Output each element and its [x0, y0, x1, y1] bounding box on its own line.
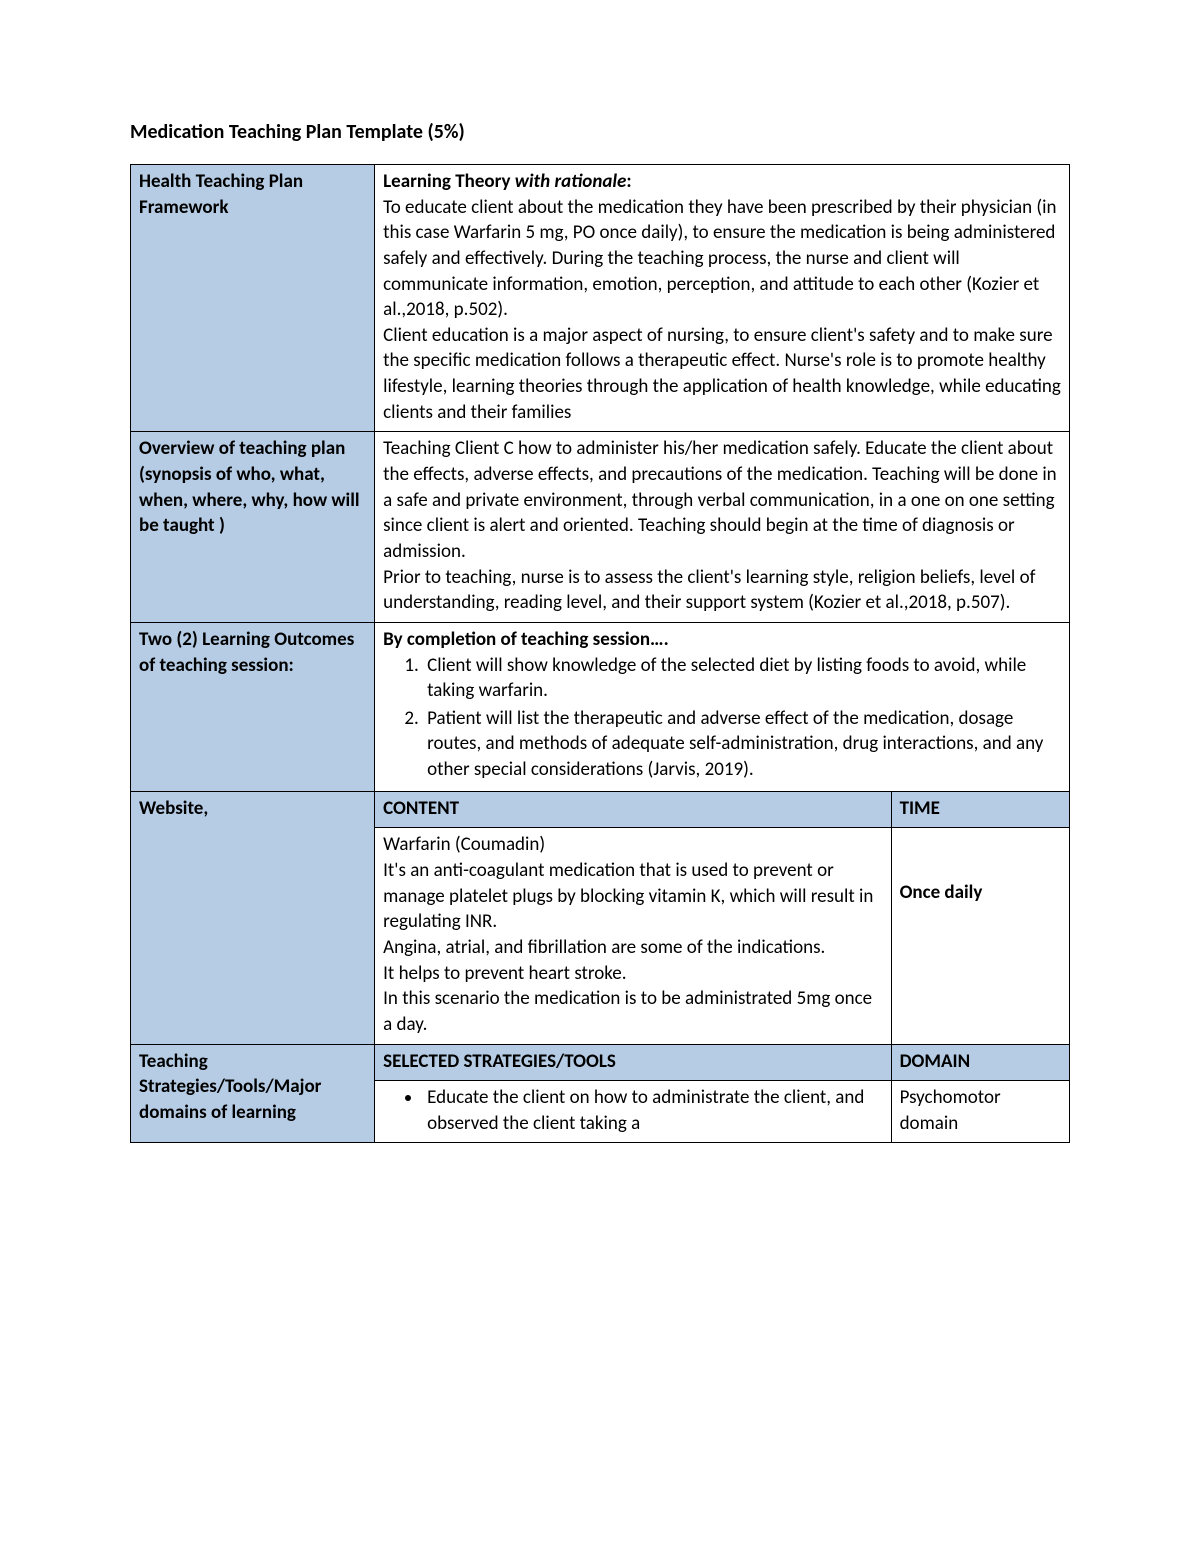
row-label-website: Website,	[131, 791, 375, 1044]
teaching-plan-table: Health Teaching Plan Framework Learning …	[130, 164, 1070, 1143]
time-value: Once daily	[900, 881, 983, 904]
row-label-outcomes: Two (2) Learning Outcomes of teaching se…	[131, 622, 375, 791]
framework-para2: Client education is a major aspect of nu…	[383, 323, 1061, 426]
content-line5: In this scenario the medication is to be…	[383, 986, 882, 1037]
time-value-cell: Once daily	[891, 828, 1069, 1044]
framework-heading-prefix: Learning Theory	[383, 170, 515, 193]
list-item: Client will show knowledge of the select…	[423, 653, 1061, 704]
document-title: Medication Teaching Plan Template (5%)	[130, 120, 1070, 144]
framework-para1: To educate client about the medication t…	[383, 195, 1061, 323]
content-line2: It's an anti-coagulant medication that i…	[383, 858, 882, 935]
framework-heading-italic: with rationale	[515, 170, 627, 193]
time-header: TIME	[891, 791, 1069, 828]
table-row: Two (2) Learning Outcomes of teaching se…	[131, 622, 1070, 791]
table-row: Website, CONTENT TIME	[131, 791, 1070, 828]
strategies-list: Educate the client on how to administrat…	[407, 1085, 882, 1136]
row-content-framework: Learning Theory with rationale: To educa…	[375, 165, 1070, 432]
content-body: Warfarin (Coumadin) It's an anti-coagula…	[375, 828, 891, 1044]
overview-para1: Teaching Client C how to administer his/…	[383, 436, 1061, 564]
row-content-overview: Teaching Client C how to administer his/…	[375, 432, 1070, 622]
overview-para2: Prior to teaching, nurse is to assess th…	[383, 565, 1061, 616]
table-row: Overview of teaching plan (synopsis of w…	[131, 432, 1070, 622]
outcomes-heading: By completion of teaching session….	[383, 627, 1061, 653]
content-line4: It helps to prevent heart stroke.	[383, 961, 882, 987]
row-label-framework: Health Teaching Plan Framework	[131, 165, 375, 432]
content-header: CONTENT	[375, 791, 891, 828]
strategies-header: SELECTED STRATEGIES/TOOLS	[375, 1044, 891, 1081]
content-line3: Angina, atrial, and fibrillation are som…	[383, 935, 882, 961]
row-content-outcomes: By completion of teaching session…. Clie…	[375, 622, 1070, 791]
framework-heading-suffix: :	[626, 170, 631, 193]
content-line1: Warfarin (Coumadin)	[383, 832, 882, 858]
row-label-strategies: Teaching Strategies/Tools/Major domains …	[131, 1044, 375, 1143]
table-row: Teaching Strategies/Tools/Major domains …	[131, 1044, 1070, 1081]
outcomes-list: Client will show knowledge of the select…	[407, 653, 1061, 783]
table-row: Health Teaching Plan Framework Learning …	[131, 165, 1070, 432]
list-item: Patient will list the therapeutic and ad…	[423, 706, 1061, 783]
domain-value: Psychomotor domain	[891, 1081, 1069, 1143]
row-label-overview: Overview of teaching plan (synopsis of w…	[131, 432, 375, 622]
list-item: Educate the client on how to administrat…	[423, 1085, 882, 1136]
domain-header: DOMAIN	[891, 1044, 1069, 1081]
document-page: Medication Teaching Plan Template (5%) H…	[0, 0, 1200, 1553]
strategies-body: Educate the client on how to administrat…	[375, 1081, 891, 1143]
